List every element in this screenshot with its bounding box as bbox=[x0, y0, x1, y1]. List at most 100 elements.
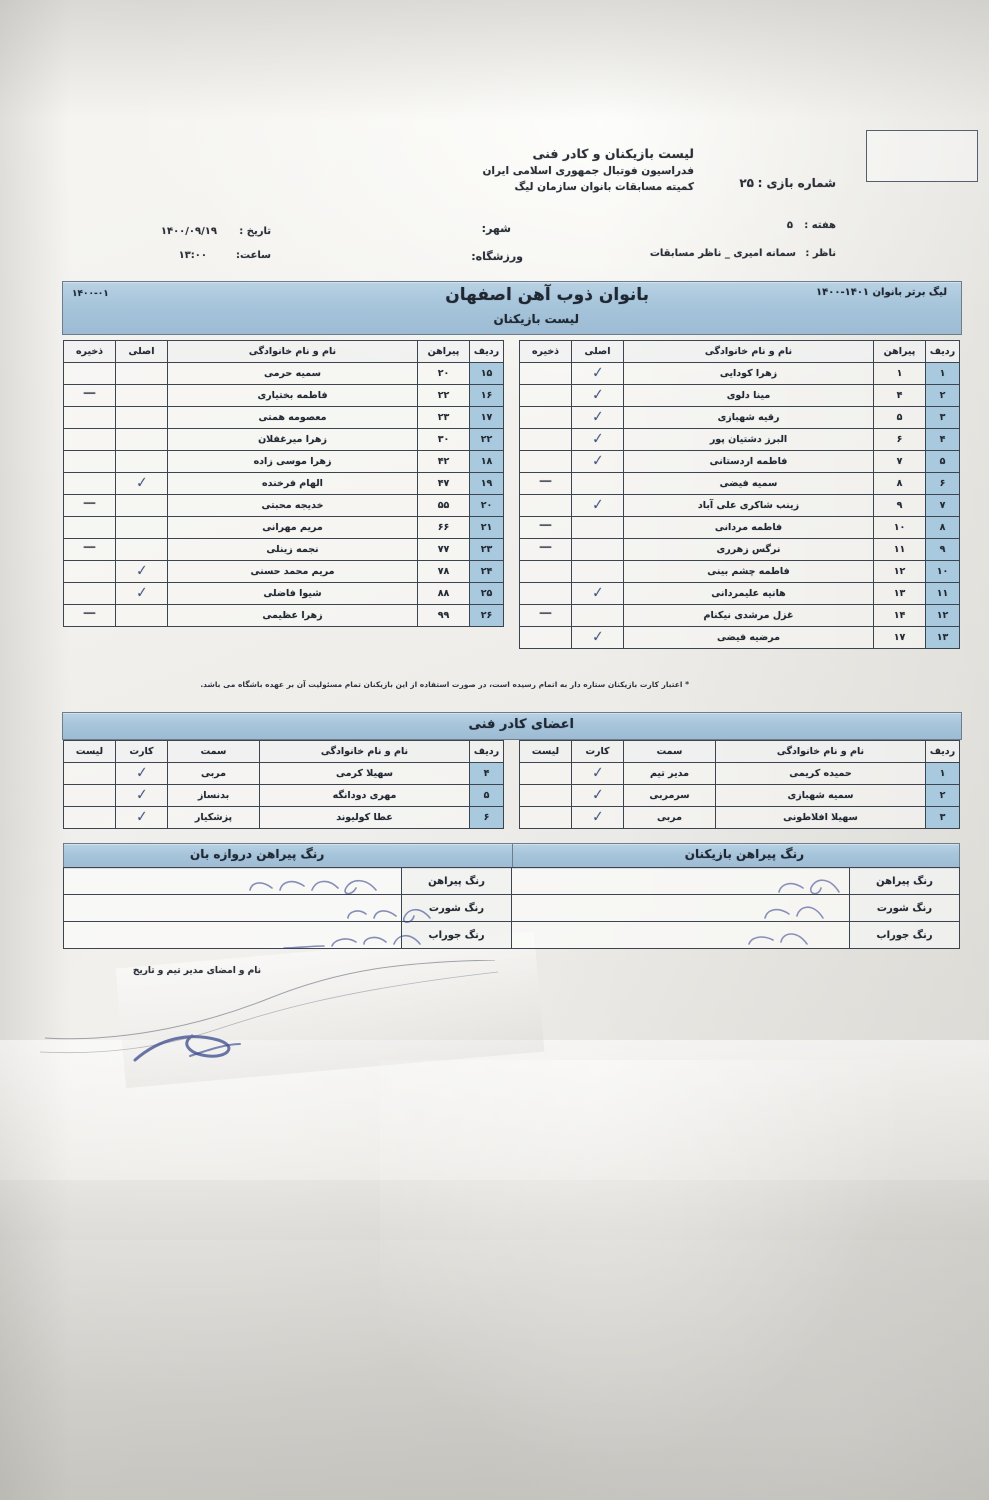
player-starter-mark bbox=[115, 428, 168, 451]
kit-row-value bbox=[63, 921, 402, 949]
player-index: ۱۸ bbox=[469, 450, 504, 473]
player-sub-mark bbox=[519, 626, 572, 649]
staff-row: ۱ حمیده کریمی مدیر تیم ✓ bbox=[519, 762, 960, 785]
player-starter-mark bbox=[571, 560, 624, 583]
player-sub-mark bbox=[63, 428, 116, 451]
col-list: لیست bbox=[63, 740, 116, 763]
dash-mark-icon: — bbox=[83, 606, 96, 621]
player-name: مریم مهرانی bbox=[167, 516, 418, 539]
player-index: ۲۵ bbox=[469, 582, 504, 605]
player-jersey-number: ۸۸ bbox=[417, 582, 470, 605]
player-starter-mark bbox=[571, 604, 624, 627]
player-name: هانیه علیمردانی bbox=[623, 582, 874, 605]
player-jersey-number: ۱۴ bbox=[873, 604, 926, 627]
player-sub-mark bbox=[63, 406, 116, 429]
col-list: لیست bbox=[519, 740, 572, 763]
player-sub-mark bbox=[519, 384, 572, 407]
player-jersey-number: ۲۰ bbox=[417, 362, 470, 385]
check-mark-icon: ✓ bbox=[135, 474, 148, 492]
player-index: ۱۶ bbox=[469, 384, 504, 407]
player-starter-mark: ✓ bbox=[115, 560, 168, 583]
player-starter-mark: ✓ bbox=[571, 582, 624, 605]
player-starter-mark: ✓ bbox=[115, 582, 168, 605]
player-sub-mark: — bbox=[63, 604, 116, 627]
form-title-block: لیست بازیکنان و کادر فنی فدراسیون فوتبال… bbox=[482, 146, 694, 197]
staff-name: مهری دودانگه bbox=[259, 784, 470, 807]
player-row: ۶ ۸ سمیه فیضی — bbox=[519, 472, 960, 495]
player-name: فاطمه چشم بینی bbox=[623, 560, 874, 583]
player-row: ۱۷ ۲۳ معصومه همتی bbox=[63, 406, 504, 429]
player-name: خدیجه محبتی bbox=[167, 494, 418, 517]
table-header-row: ردیف پیراهن نام و نام خانوادگی اصلی ذخیر… bbox=[63, 340, 504, 363]
check-mark-icon: ✓ bbox=[591, 408, 604, 426]
check-mark-icon: ✓ bbox=[135, 584, 148, 602]
player-name: غزل مرشدی نیکنام bbox=[623, 604, 874, 627]
col-index: ردیف bbox=[925, 340, 960, 363]
player-starter-mark: ✓ bbox=[571, 406, 624, 429]
check-mark-icon: ✓ bbox=[591, 764, 604, 782]
player-jersey-number: ۷۸ bbox=[417, 560, 470, 583]
kit-row-label: رنگ پیراهن bbox=[849, 867, 960, 895]
staff-name: عطا کولیوند bbox=[259, 806, 470, 829]
player-row: ۳ ۵ رقیه شهبازی ✓ bbox=[519, 406, 960, 429]
dash-mark-icon: — bbox=[539, 606, 552, 621]
player-index: ۱۱ bbox=[925, 582, 960, 605]
staff-index: ۳ bbox=[925, 806, 960, 829]
col-name: نام و نام خانوادگی bbox=[259, 740, 470, 763]
observer-label: ناظر : bbox=[805, 248, 836, 259]
player-starter-mark bbox=[115, 494, 168, 517]
staff-list-mark bbox=[519, 806, 572, 829]
player-row: ۲۰ ۵۵ خدیجه محبتی — bbox=[63, 494, 504, 517]
player-name: مرضیه فیضی bbox=[623, 626, 874, 649]
staff-card-mark: ✓ bbox=[115, 762, 168, 785]
player-index: ۱۰ bbox=[925, 560, 960, 583]
staff-index: ۲ bbox=[925, 784, 960, 807]
players-table-left: ردیف پیراهن نام و نام خانوادگی اصلی ذخیر… bbox=[63, 340, 504, 627]
player-index: ۵ bbox=[925, 450, 960, 473]
staff-card-mark: ✓ bbox=[571, 806, 624, 829]
player-row: ۱۲ ۱۴ غزل مرشدی نیکنام — bbox=[519, 604, 960, 627]
player-starter-mark bbox=[115, 604, 168, 627]
player-name: البرز دشتیان پور bbox=[623, 428, 874, 451]
date-value: ۱۴۰۰/۰۹/۱۹ bbox=[160, 226, 217, 237]
player-name: شیوا فاضلی bbox=[167, 582, 418, 605]
check-mark-icon: ✓ bbox=[135, 764, 148, 782]
check-mark-icon: ✓ bbox=[591, 628, 604, 646]
player-row: ۱۱ ۱۳ هانیه علیمردانی ✓ bbox=[519, 582, 960, 605]
player-jersey-number: ۱ bbox=[873, 362, 926, 385]
kit-keeper-title: رنگ پیراهن دروازه بان bbox=[190, 847, 325, 861]
player-index: ۱۵ bbox=[469, 362, 504, 385]
col-card: کارت bbox=[115, 740, 168, 763]
check-mark-icon: ✓ bbox=[591, 786, 604, 804]
staff-band-title: اعضای کادر فنی bbox=[468, 717, 574, 732]
check-mark-icon: ✓ bbox=[591, 808, 604, 826]
player-jersey-number: ۷ bbox=[873, 450, 926, 473]
check-mark-icon: ✓ bbox=[591, 452, 604, 470]
player-row: ۸ ۱۰ فاطمه مردانی — bbox=[519, 516, 960, 539]
player-starter-mark bbox=[571, 538, 624, 561]
staff-list-mark bbox=[63, 784, 116, 807]
dash-mark-icon: — bbox=[83, 540, 96, 555]
week-value: ۵ bbox=[786, 220, 793, 231]
list-subtitle: لیست بازیکنان bbox=[493, 312, 579, 326]
player-row: ۱۹ ۴۷ الهام فرخنده ✓ bbox=[63, 472, 504, 495]
player-sub-mark bbox=[63, 516, 116, 539]
col-starter: اصلی bbox=[115, 340, 168, 363]
player-sub-mark: — bbox=[519, 538, 572, 561]
player-index: ۲۱ bbox=[469, 516, 504, 539]
observer-value: سمانه امیری _ ناظر مسابقات bbox=[649, 248, 796, 259]
col-index: ردیف bbox=[469, 740, 504, 763]
player-starter-mark: ✓ bbox=[571, 384, 624, 407]
kit-row: رنگ جوراب bbox=[511, 921, 960, 949]
player-name: مریم محمد حسنی bbox=[167, 560, 418, 583]
dash-mark-icon: — bbox=[83, 496, 96, 511]
player-starter-mark bbox=[115, 516, 168, 539]
staff-name: سمیه شهبازی bbox=[715, 784, 926, 807]
col-index: ردیف bbox=[469, 340, 504, 363]
kit-row: رنگ شورت bbox=[63, 894, 512, 922]
stamp-box bbox=[866, 130, 978, 182]
week-label: هفته : bbox=[804, 220, 836, 231]
player-row: ۲۴ ۷۸ مریم محمد حسنی ✓ bbox=[63, 560, 504, 583]
player-row: ۱۵ ۲۰ سمیه حرمی bbox=[63, 362, 504, 385]
